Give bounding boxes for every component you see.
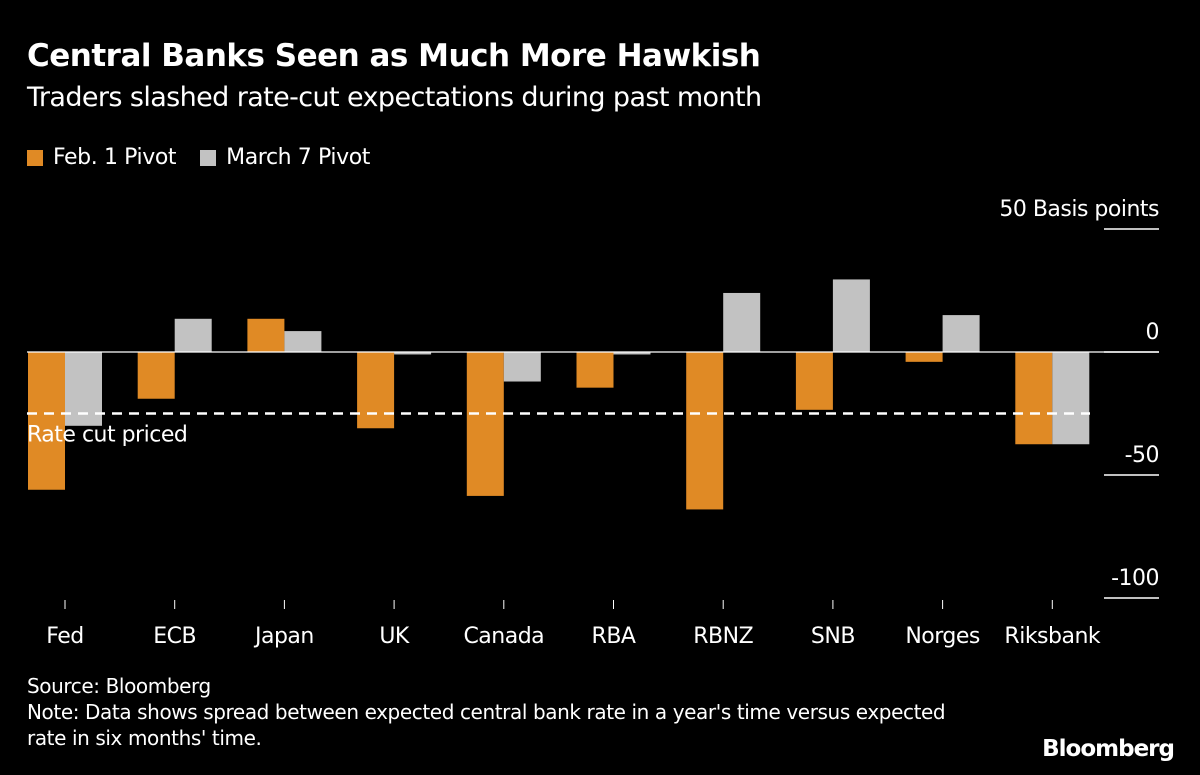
x-tick-label: Fed xyxy=(46,624,83,649)
bar-feb-riksbank xyxy=(1015,352,1053,445)
y-tick-label: 50 Basis points xyxy=(999,197,1159,222)
bar-feb-rbnz xyxy=(686,352,724,510)
rate-cut-label: Rate cut priced xyxy=(27,423,187,448)
bar-march-uk xyxy=(394,352,432,355)
x-tick-label: Japan xyxy=(253,624,314,649)
legend: Feb. 1 Pivot March 7 Pivot xyxy=(27,145,370,170)
bar-feb-fed xyxy=(28,352,65,490)
bar-march-ecb xyxy=(174,318,212,352)
x-tick-label: SNB xyxy=(811,624,855,649)
bar-feb-ecb xyxy=(137,352,175,399)
source-text: Source: Bloomberg xyxy=(27,674,211,698)
chart-subtitle: Traders slashed rate-cut expectations du… xyxy=(27,82,762,113)
x-tick-label: RBA xyxy=(592,624,636,649)
x-tick-label: Riksbank xyxy=(1004,624,1100,649)
legend-swatch-march xyxy=(200,149,217,166)
chart-title: Central Banks Seen as Much More Hawkish xyxy=(27,38,761,74)
bar-march-rbnz xyxy=(723,292,761,352)
legend-label-march: March 7 Pivot xyxy=(226,145,370,170)
bar-feb-canada xyxy=(466,352,504,496)
footer: Source: Bloomberg Note: Data shows sprea… xyxy=(27,673,987,751)
x-tick-label: UK xyxy=(379,624,410,649)
bar-feb-rba xyxy=(576,352,614,388)
bar-feb-snb xyxy=(795,352,833,410)
y-tick-label: -100 xyxy=(1111,566,1159,591)
x-tick-label: Norges xyxy=(905,624,980,649)
bar-march-japan xyxy=(284,331,322,352)
x-tick-label: RBNZ xyxy=(693,624,753,649)
x-tick-label: Canada xyxy=(463,624,544,649)
legend-swatch-feb xyxy=(27,149,43,166)
x-tick-label: ECB xyxy=(153,624,196,649)
bar-march-snb xyxy=(832,279,870,352)
y-tick-label: -50 xyxy=(1125,443,1159,468)
legend-label-feb: Feb. 1 Pivot xyxy=(53,145,177,170)
bar-feb-japan xyxy=(247,318,285,352)
bloomberg-logo: Bloomberg xyxy=(1042,736,1175,762)
bar-march-riksbank xyxy=(1052,352,1090,445)
bar-march-canada xyxy=(503,352,541,382)
bar-feb-uk xyxy=(357,352,395,429)
note-text: Note: Data shows spread between expected… xyxy=(27,700,946,750)
y-tick-label: 0 xyxy=(1146,320,1160,345)
bar-feb-norges xyxy=(905,352,943,362)
bar-march-rba xyxy=(613,352,651,355)
bar-march-norges xyxy=(942,315,980,352)
